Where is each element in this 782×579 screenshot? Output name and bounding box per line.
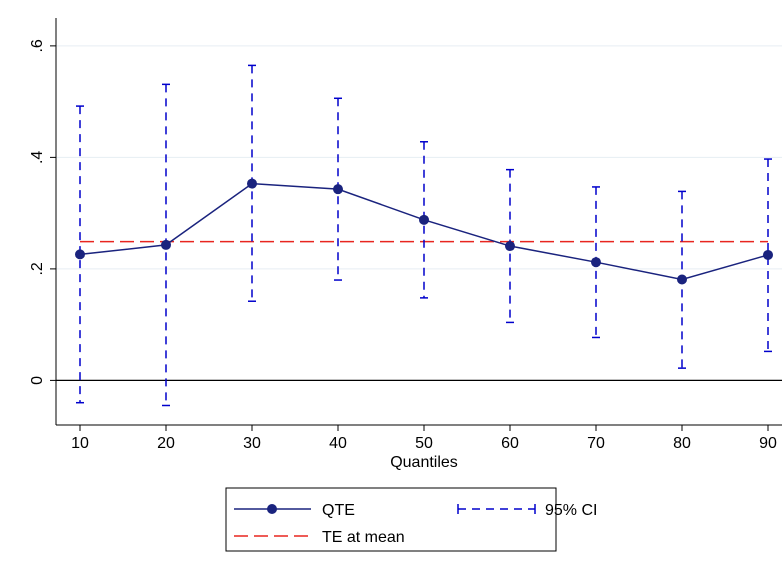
legend-ci-label: 95% CI bbox=[545, 502, 597, 519]
qte-point bbox=[75, 249, 85, 260]
qte-point bbox=[677, 274, 687, 285]
x-axis-title: Quantiles bbox=[390, 454, 458, 471]
x-tick-label: 20 bbox=[157, 435, 175, 452]
x-tick-label: 80 bbox=[673, 435, 691, 452]
legend-te-at-mean-label: TE at mean bbox=[322, 529, 405, 546]
y-tick-labels: 0 .2 .4 .6 bbox=[29, 39, 46, 385]
y-tick-label: .4 bbox=[29, 151, 46, 164]
grid bbox=[56, 45, 782, 270]
qte-point bbox=[505, 241, 515, 252]
legend-qte-marker-icon bbox=[267, 504, 277, 514]
x-tick-label: 50 bbox=[415, 435, 433, 452]
x-tick-label: 30 bbox=[243, 435, 261, 452]
qte-series bbox=[75, 178, 773, 285]
x-tick-label: 60 bbox=[501, 435, 519, 452]
x-tick-labels: 10 20 30 40 50 60 70 80 90 bbox=[71, 435, 777, 452]
x-tick-label: 90 bbox=[759, 435, 777, 452]
y-tick-label: 0 bbox=[29, 376, 46, 385]
qte-point bbox=[419, 214, 429, 225]
legend-qte-label: QTE bbox=[322, 502, 355, 519]
x-tick-label: 40 bbox=[329, 435, 347, 452]
qte-point bbox=[247, 178, 257, 189]
axes bbox=[50, 18, 782, 431]
qte-point bbox=[763, 249, 773, 260]
legend-box bbox=[225, 487, 557, 552]
x-tick-label: 10 bbox=[71, 435, 89, 452]
y-tick-label: .2 bbox=[29, 262, 46, 275]
legend-ci-icon bbox=[457, 504, 536, 514]
y-tick-label: .6 bbox=[29, 39, 46, 52]
qte-point bbox=[591, 257, 601, 268]
legend: QTE 95% CI TE at mean bbox=[225, 487, 597, 552]
qte-point bbox=[161, 239, 171, 250]
x-tick-label: 70 bbox=[587, 435, 605, 452]
qte-point bbox=[333, 184, 343, 195]
